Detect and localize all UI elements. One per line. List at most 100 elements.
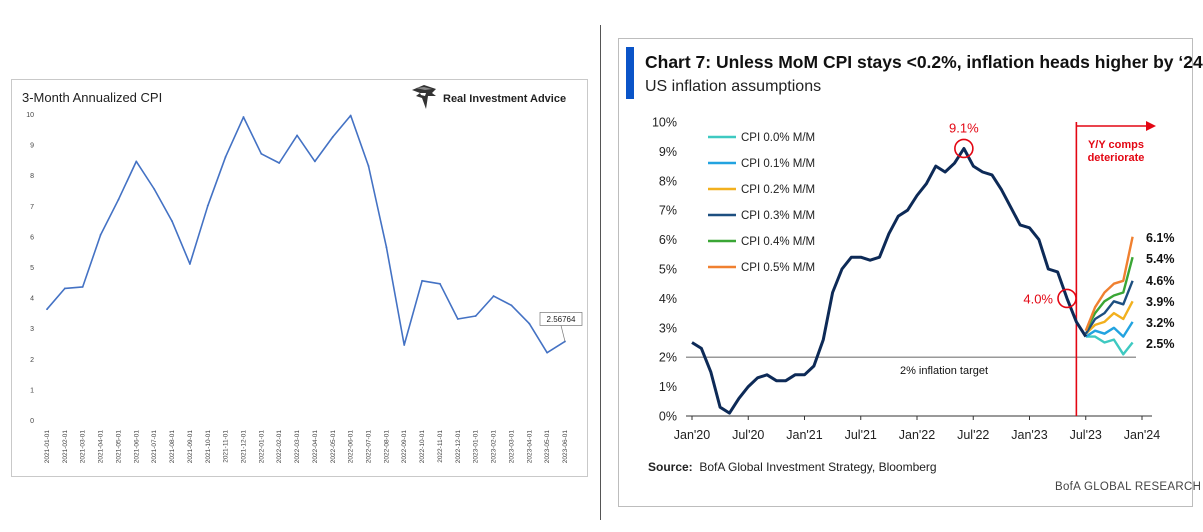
end-value-label: 6.1%: [1146, 231, 1175, 245]
cpi-data-point: [117, 198, 120, 201]
comps-label-line2: deteriorate: [1088, 152, 1145, 164]
x-tick-label: Jul'21: [845, 428, 877, 442]
cpi-data-point: [439, 282, 441, 285]
cpi-data-point: [296, 134, 298, 137]
end-value-label: 5.4%: [1146, 252, 1175, 266]
left-brand-name: Real Investment Advice: [443, 93, 567, 105]
right-brand-name: BofA GLOBAL RESEARCH: [1055, 481, 1202, 493]
x-tick-label: 2021-04-01: [98, 430, 105, 464]
x-tick-label: 2022-02-01: [276, 430, 283, 464]
x-tick-label: 2023-01-01: [473, 430, 480, 464]
x-tick-label: 2021-09-01: [187, 430, 194, 464]
x-tick-label: Jan'20: [674, 428, 710, 442]
legend-label: CPI 0.4% M/M: [741, 236, 815, 248]
scenario-line: [1084, 236, 1134, 332]
cpi-data-point: [421, 279, 424, 282]
x-tick-label: Jan'24: [1124, 428, 1160, 442]
cpi-data-point: [260, 152, 263, 155]
title-accent-bar: [626, 47, 634, 99]
x-tick-label: 2021-08-01: [169, 430, 176, 464]
x-tick-label: Jul'22: [957, 428, 989, 442]
left-chart-panel: [11, 79, 588, 477]
x-tick-label: Jan'21: [786, 428, 822, 442]
y-tick-label: 0%: [659, 410, 677, 424]
cpi-data-point: [456, 318, 459, 320]
comps-arrow-head: [1146, 121, 1156, 131]
cpi-data-point: [206, 204, 209, 207]
cpi-series-line: [46, 114, 566, 354]
y-tick-label: 9: [30, 143, 34, 150]
x-tick-label: 2021-03-01: [80, 430, 87, 464]
cpi-data-point: [385, 246, 388, 249]
callout-box: [539, 312, 583, 326]
eagle-logo-icon: [412, 85, 436, 109]
legend-label: CPI 0.0% M/M: [741, 132, 815, 144]
last-value-label: 2.56764: [547, 315, 576, 324]
x-tick-label: Jul'23: [1070, 428, 1102, 442]
cpi-data-point: [135, 160, 138, 163]
cpi-data-point: [403, 344, 406, 346]
cpi-data-point: [99, 233, 102, 236]
legend-label: CPI 0.3% M/M: [741, 210, 815, 222]
x-tick-label: 2021-01-01: [44, 430, 51, 464]
x-tick-label: 2021-06-01: [133, 430, 140, 464]
y-tick-label: 7: [30, 204, 34, 211]
end-value-label: 3.2%: [1146, 316, 1175, 330]
cpi-data-point: [528, 322, 531, 325]
x-tick-label: 2022-05-01: [330, 430, 337, 464]
y-tick-label: 3%: [659, 321, 677, 335]
legend-label: CPI 0.2% M/M: [741, 184, 815, 196]
y-tick-label: 3: [30, 326, 34, 333]
x-tick-label: 2022-10-01: [419, 430, 426, 464]
y-tick-label: 4: [30, 296, 34, 303]
legend-label: CPI 0.1% M/M: [741, 158, 815, 170]
x-tick-label: 2021-12-01: [240, 430, 247, 464]
cpi-data-point: [492, 295, 495, 297]
x-tick-label: 2023-02-01: [491, 430, 498, 464]
x-tick-label: Jul'20: [732, 428, 764, 442]
x-tick-label: 2022-06-01: [348, 430, 355, 464]
cpi-data-point: [314, 160, 316, 163]
cpi-data-point: [171, 220, 173, 223]
x-tick-label: 2023-03-01: [508, 430, 515, 464]
end-value-label: 3.9%: [1146, 295, 1175, 309]
y-tick-label: 6%: [659, 233, 677, 247]
scenario-line: [1084, 256, 1134, 332]
chart-source: Source: BofA Global Investment Strategy,…: [648, 460, 937, 474]
x-tick-label: 2022-03-01: [294, 430, 301, 464]
x-tick-label: Jan'23: [1011, 428, 1047, 442]
x-tick-label: 2021-05-01: [115, 430, 122, 464]
scenario-line: [1085, 335, 1134, 356]
cpi-data-point: [510, 304, 513, 307]
x-tick-label: 2021-02-01: [62, 430, 69, 464]
x-tick-label: 2022-08-01: [383, 430, 390, 464]
x-tick-label: 2021-07-01: [151, 430, 158, 464]
current-label: 4.0%: [1023, 291, 1053, 306]
right-chart-subtitle: US inflation assumptions: [645, 78, 822, 95]
end-value-label: 2.5%: [1146, 337, 1175, 351]
x-tick-label: 2022-12-01: [455, 430, 462, 464]
left-chart-title: 3-Month Annualized CPI: [22, 90, 163, 105]
x-tick-label: 2022-09-01: [401, 430, 408, 464]
cpi-data-point: [546, 351, 549, 354]
cpi-data-point: [242, 116, 245, 118]
source-label: Source:: [648, 460, 693, 474]
scenario-line: [1085, 321, 1134, 338]
cpi-data-point: [278, 162, 281, 164]
current-circle: [1057, 288, 1077, 309]
y-tick-label: 9%: [659, 145, 677, 159]
peak-label: 9.1%: [949, 120, 979, 135]
x-tick-label: 2021-11-01: [223, 430, 230, 463]
x-tick-label: 2023-06-01: [562, 430, 569, 464]
cpi-history-line: [691, 147, 1088, 415]
cpi-data-point: [153, 188, 156, 190]
y-tick-label: 6: [30, 234, 34, 241]
x-tick-label: 2022-07-01: [366, 430, 373, 464]
y-tick-label: 8: [30, 173, 34, 180]
cpi-data-point: [331, 136, 334, 138]
end-value-label: 4.6%: [1146, 274, 1175, 288]
scenario-line: [1084, 300, 1134, 335]
y-tick-label: 2: [30, 357, 34, 364]
x-tick-label: 2023-05-01: [544, 430, 551, 464]
